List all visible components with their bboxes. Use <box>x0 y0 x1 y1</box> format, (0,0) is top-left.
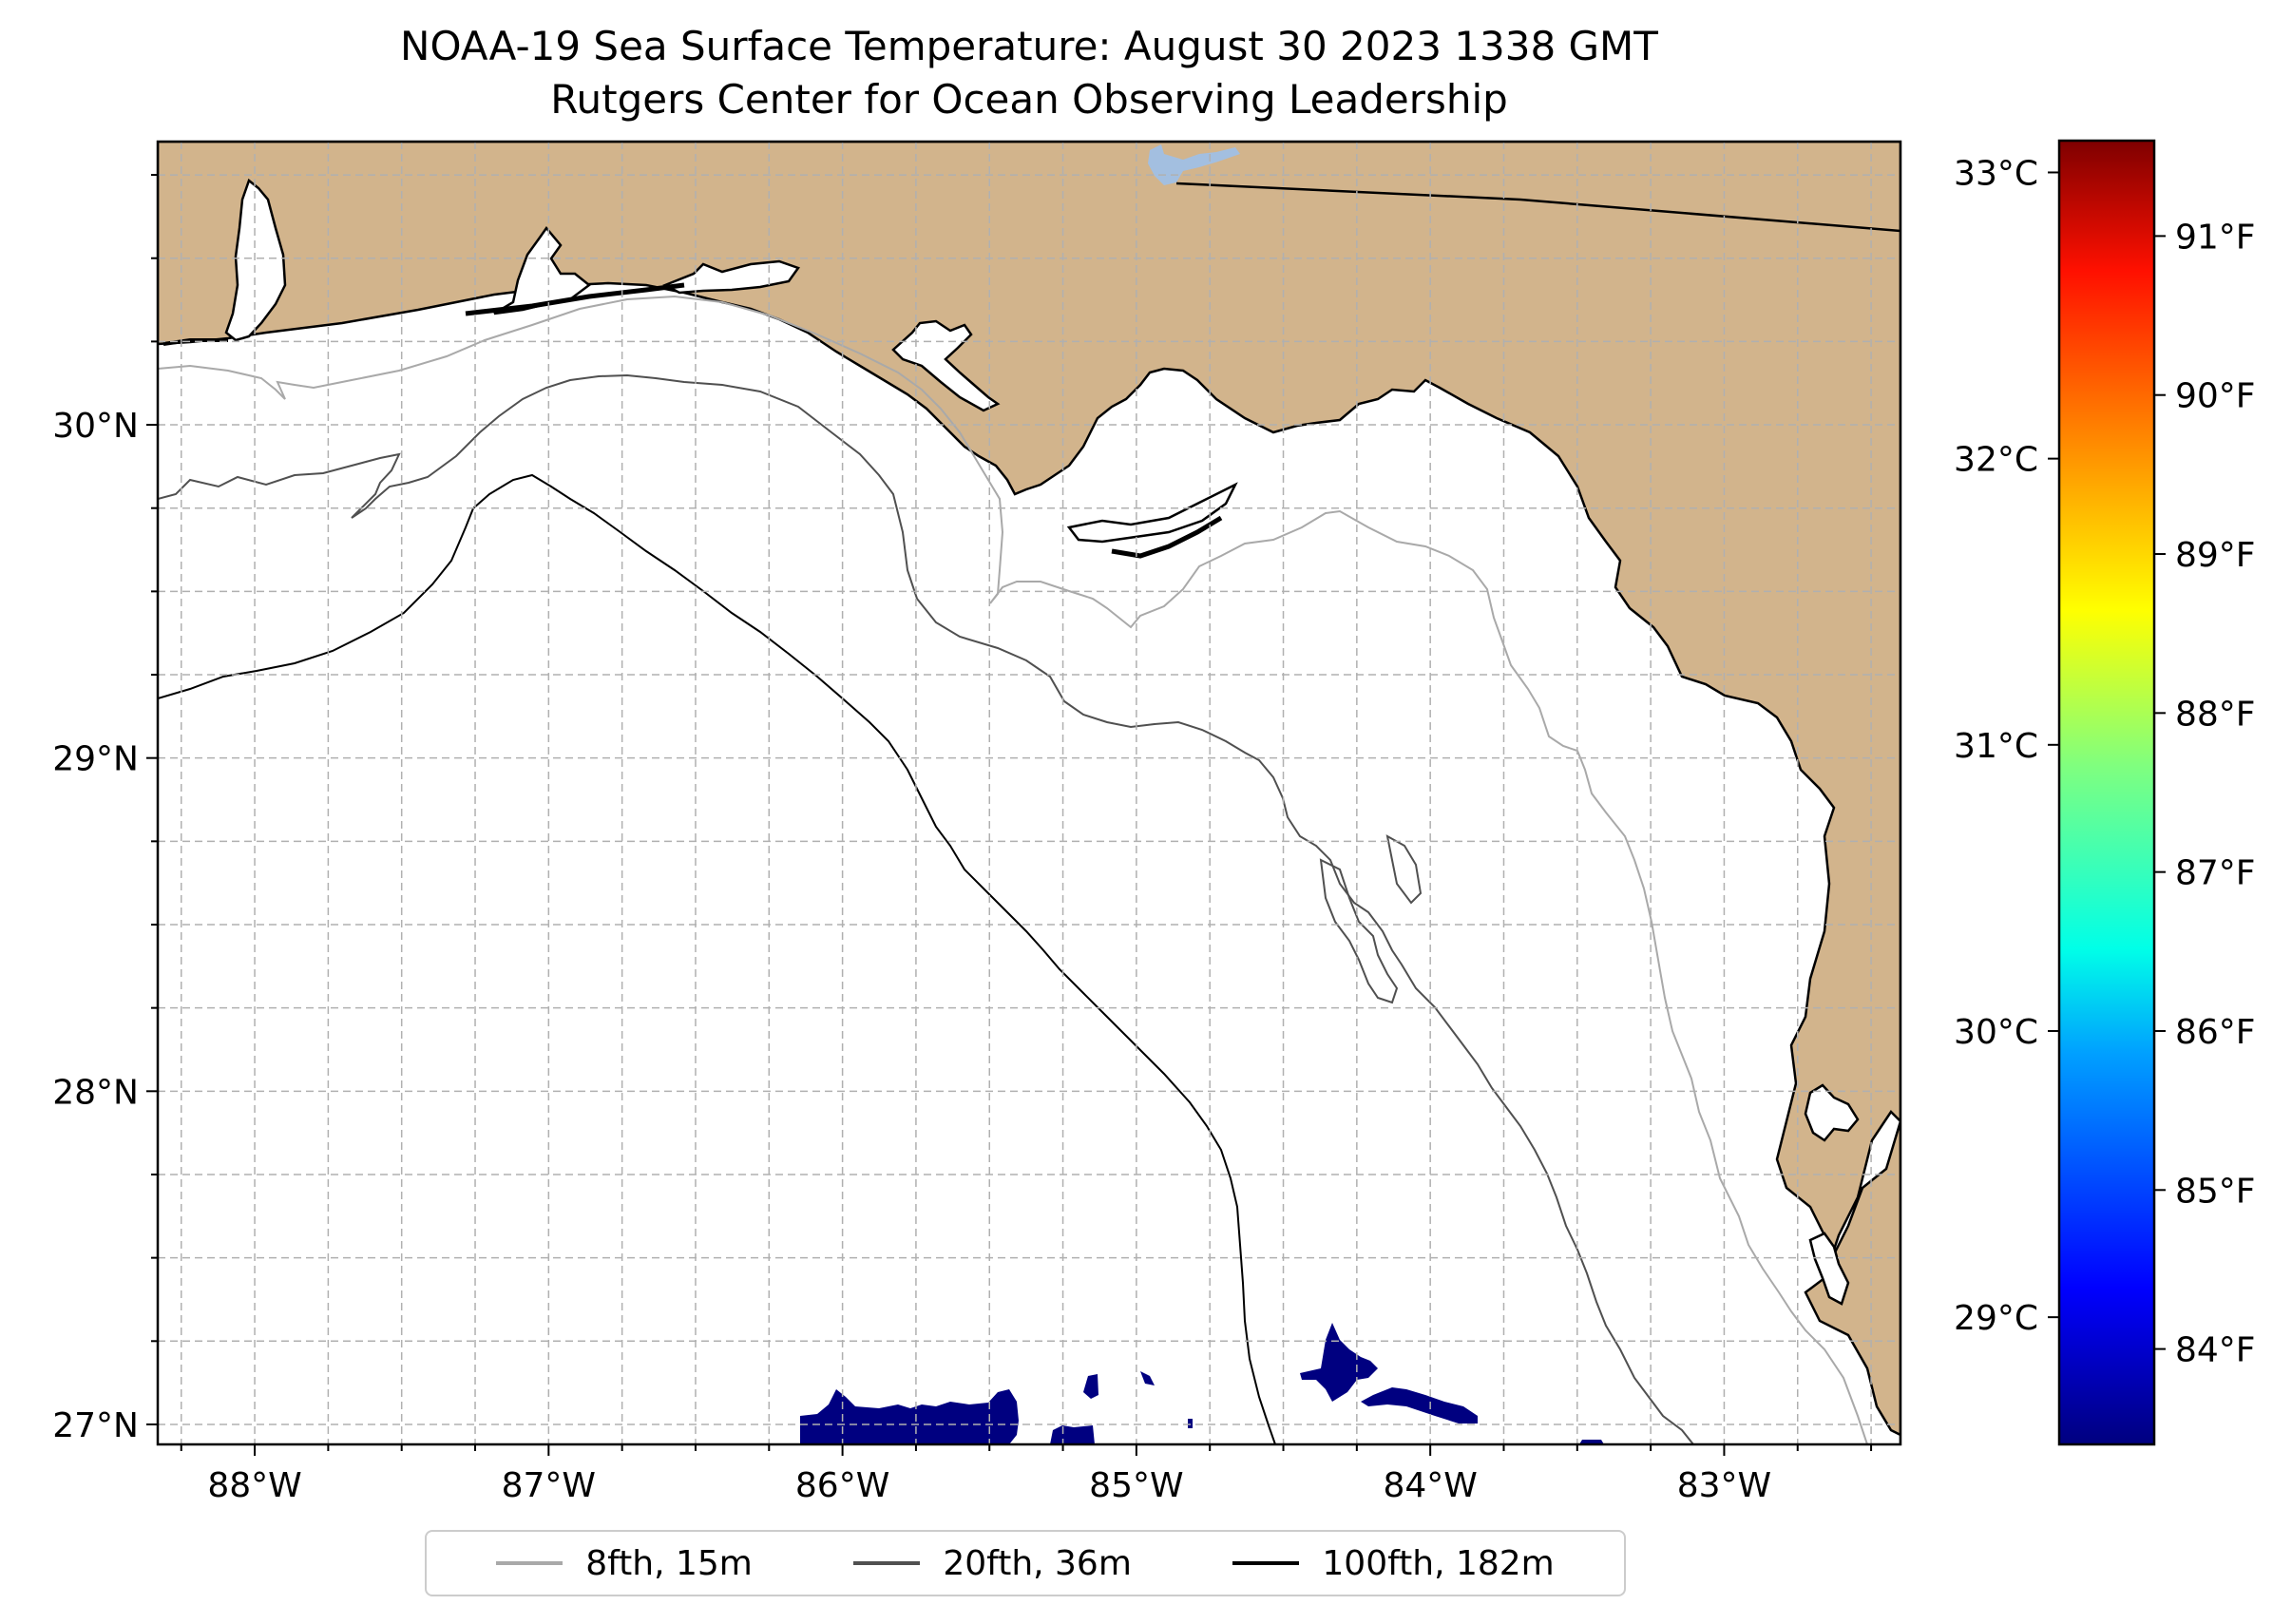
lat-tick-label: 27°N <box>52 1406 139 1445</box>
mobile-bay <box>224 178 287 342</box>
colorbar-f-label: 86°F <box>2175 1013 2256 1052</box>
legend-item-100fth: 100fth, 182m <box>1232 1543 1555 1583</box>
colorbar-c-label: 32°C <box>1954 441 2038 480</box>
legend-line-100fth <box>1232 1561 1300 1565</box>
gridlines <box>158 142 1900 1444</box>
charlotte-harbor <box>1808 1232 1850 1306</box>
colorbar-f-label: 85°F <box>2175 1172 2256 1211</box>
legend-line-20fth <box>853 1561 921 1565</box>
choctawhatchee-bay <box>662 259 800 295</box>
lon-tick-label: 83°W <box>1677 1466 1771 1505</box>
st-andrew-bay <box>891 319 1001 412</box>
contour-legend: 8fth, 15m 20fth, 36m 100fth, 182m <box>425 1530 1626 1596</box>
colorbar-f-label: 89°F <box>2175 536 2256 575</box>
colorbar-axes: 91°F 90°F 89°F 88°F 87°F 86°F 85°F 84°F 33°C 32°C… <box>1954 154 2255 1369</box>
lon-tick-label: 87°W <box>502 1466 596 1505</box>
legend-item-8fth: 8fth, 15m <box>496 1544 753 1583</box>
legend-label-100fth: 100fth, 182m <box>1322 1543 1555 1583</box>
sst-cold-pixel <box>1188 1419 1193 1428</box>
colorbar-f-label: 88°F <box>2175 695 2256 734</box>
lon-tick-label: 85°W <box>1089 1466 1183 1505</box>
sst-cold-patch <box>1140 1371 1155 1385</box>
lon-tick-label: 88°W <box>207 1466 301 1505</box>
barrier-island <box>465 282 685 316</box>
apalachicola-bay <box>1066 482 1238 544</box>
colorbar-c-label: 29°C <box>1954 1299 2038 1338</box>
sst-cold-patch <box>1050 1425 1095 1444</box>
contour-20fth <box>158 373 1694 1444</box>
legend-item-20fth: 20fth, 36m <box>853 1544 1132 1583</box>
legend-line-8fth <box>496 1561 563 1565</box>
legend-label-8fth: 8fth, 15m <box>585 1543 753 1583</box>
tampa-bay <box>1804 1083 1860 1142</box>
lon-tick-label: 84°W <box>1383 1466 1477 1505</box>
sst-cold-patch <box>1300 1323 1378 1402</box>
sst-cold-patch <box>1083 1374 1098 1399</box>
state-border <box>1175 182 1900 233</box>
sst-cold-patch <box>800 1389 1019 1444</box>
chart-title: NOAA-19 Sea Surface Temperature: August … <box>400 23 1658 69</box>
colorbar-c-label: 33°C <box>1954 154 2038 193</box>
contour-100fth <box>158 473 1276 1444</box>
lat-tick-label: 29°N <box>52 740 139 779</box>
barrier-island <box>162 338 228 346</box>
colorbar <box>2057 139 2156 1446</box>
chart-subtitle: Rutgers Center for Ocean Observing Leade… <box>550 76 1508 123</box>
contour-20fth-islands <box>1319 834 1423 1004</box>
colorbar-f-label: 90°F <box>2175 377 2256 416</box>
map-axes: 88°W 87°W 86°W 85°W 84°W 83°W 30°N 29°N 28°N 27°N <box>52 174 1873 1505</box>
colorbar-c-label: 30°C <box>1954 1013 2038 1052</box>
colorbar-f-label: 91°F <box>2175 218 2256 257</box>
colorbar-f-label: 84°F <box>2175 1331 2256 1370</box>
lon-tick-label: 86°W <box>795 1466 889 1505</box>
map-frame <box>156 140 1902 1446</box>
lat-tick-label: 28°N <box>52 1073 139 1112</box>
contour-8fth <box>158 295 1868 1444</box>
barrier-island <box>1111 515 1223 559</box>
legend-label-20fth: 20fth, 36m <box>943 1543 1132 1583</box>
colorbar-c-label: 31°C <box>1954 727 2038 766</box>
colorbar-f-label: 87°F <box>2175 854 2256 893</box>
sst-cold-patch <box>1361 1387 1478 1423</box>
lat-tick-label: 30°N <box>52 407 139 446</box>
